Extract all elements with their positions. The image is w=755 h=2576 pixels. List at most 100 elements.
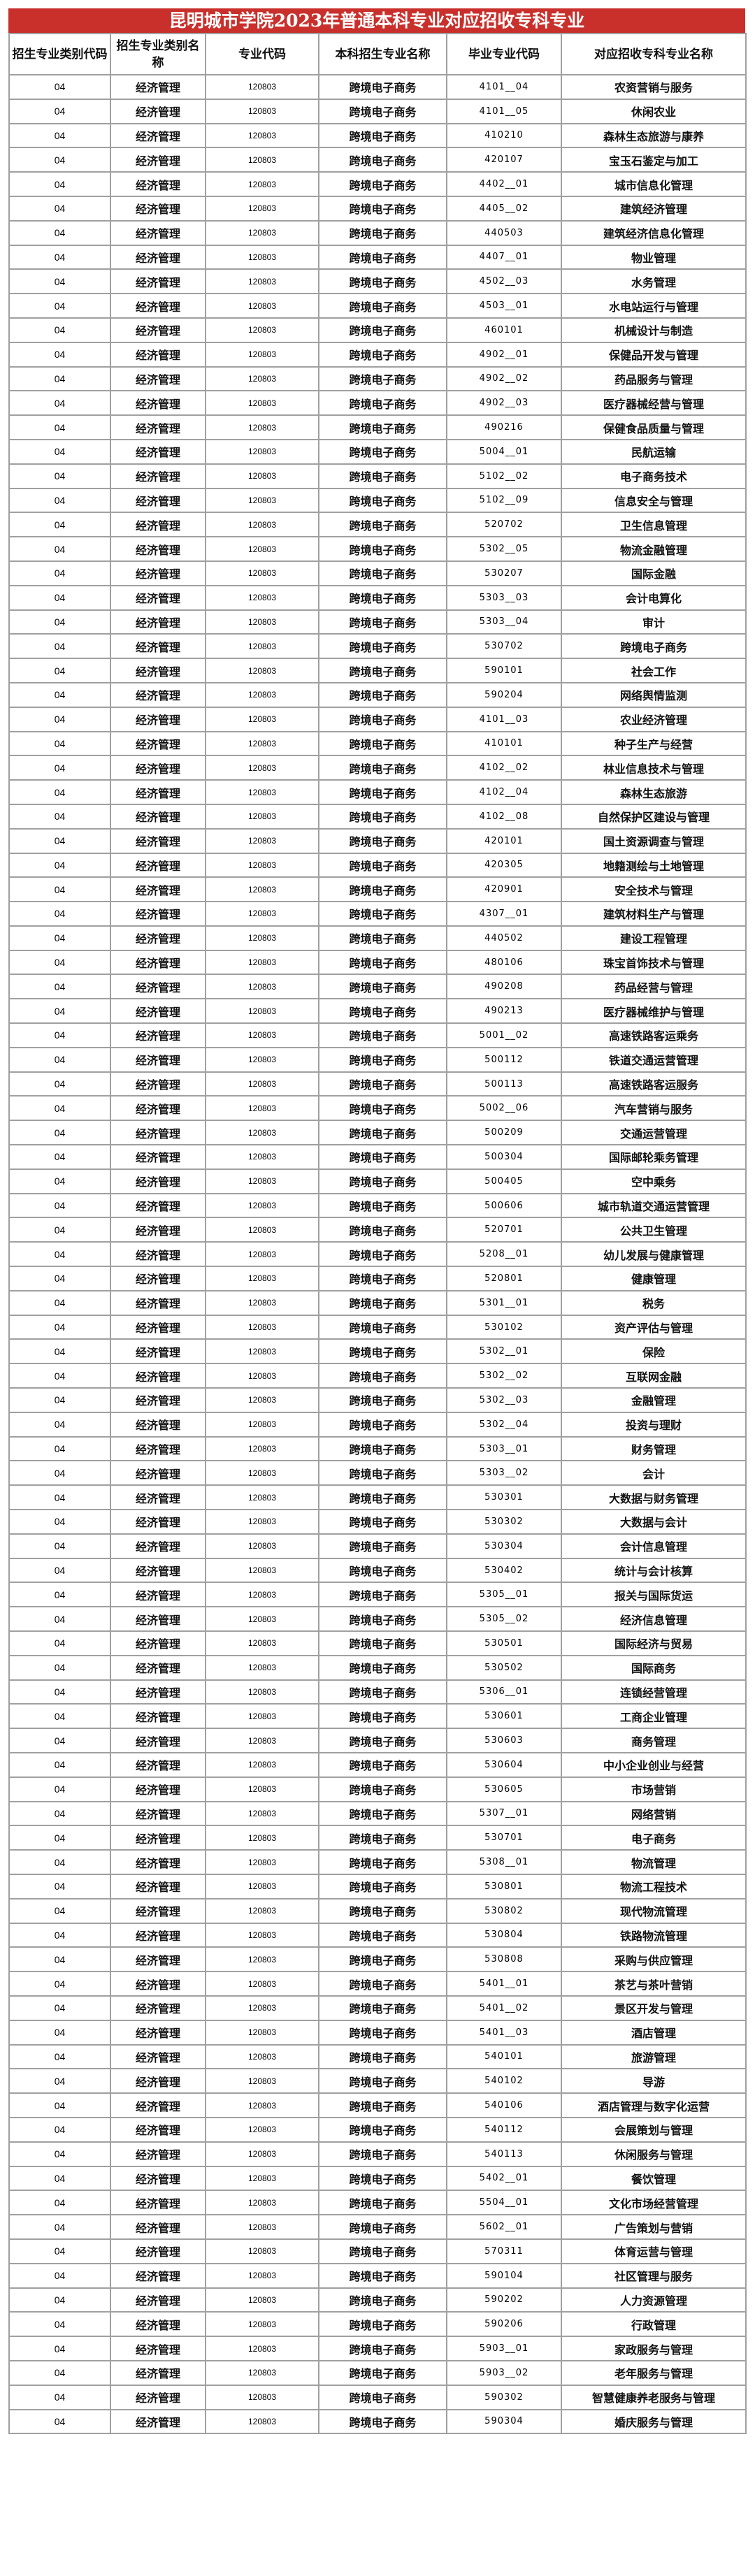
category-name-cell: 经济管理 [110, 1217, 206, 1243]
category-name-cell: 经济管理 [110, 1800, 206, 1827]
major-code-cell: 120803 [205, 463, 319, 489]
table-row: 04 经济管理 120803 跨境电子商务 540112 会展策划与管理 [8, 2116, 747, 2143]
graduate-code-cell: 5504__01 [446, 2190, 562, 2216]
category-name-cell: 经济管理 [110, 681, 206, 708]
junior-major-name-cell: 投资与理财 [561, 1411, 747, 1438]
major-name-cell: 跨境电子商务 [318, 244, 447, 270]
major-name-cell: 跨境电子商务 [318, 755, 447, 781]
table-row: 04 经济管理 120803 跨境电子商务 590302 智慧健康养老服务与管理 [8, 2384, 747, 2410]
major-code-cell: 120803 [205, 658, 319, 683]
junior-major-name-cell: 空中乘务 [561, 1168, 747, 1194]
major-code-cell: 120803 [205, 171, 319, 197]
category-code-cell: 04 [8, 2116, 111, 2143]
graduate-code-cell: 5102__02 [446, 463, 562, 489]
junior-major-name-cell: 建设工程管理 [561, 925, 747, 951]
junior-major-name-cell: 建筑经济管理 [561, 195, 747, 222]
category-code-cell: 04 [8, 2165, 111, 2192]
junior-major-name-cell: 体育运营与管理 [561, 2238, 747, 2264]
major-code-cell: 120803 [205, 1363, 319, 1389]
major-name-cell: 跨境电子商务 [318, 1557, 447, 1584]
category-code-cell: 04 [8, 1606, 111, 1632]
table-row: 04 经济管理 120803 跨境电子商务 590206 行政管理 [8, 2311, 747, 2338]
category-code-cell: 04 [8, 463, 111, 489]
table-row: 04 经济管理 120803 跨境电子商务 530207 国际金融 [8, 560, 747, 586]
major-code-cell: 120803 [205, 1095, 319, 1122]
major-name-cell: 跨境电子商务 [318, 1751, 447, 1778]
graduate-code-cell: 4101__03 [446, 706, 562, 732]
major-code-cell: 120803 [205, 852, 319, 878]
junior-major-name-cell: 旅游管理 [561, 2043, 747, 2070]
category-code-cell: 04 [8, 244, 111, 270]
graduate-code-cell: 4102__02 [446, 755, 562, 781]
category-code-cell: 04 [8, 974, 111, 1000]
table-row: 04 经济管理 120803 跨境电子商务 530808 采购与供应管理 [8, 1946, 747, 1973]
major-name-cell: 跨境电子商务 [318, 681, 447, 708]
graduate-code-cell: 5903__01 [446, 2336, 562, 2361]
graduate-code-cell: 540102 [446, 2068, 562, 2094]
graduate-code-cell: 5401__01 [446, 1971, 562, 1997]
major-code-cell: 120803 [205, 195, 319, 222]
table-row: 04 经济管理 120803 跨境电子商务 530102 资产评估与管理 [8, 1314, 747, 1340]
major-name-cell: 跨境电子商务 [318, 1825, 447, 1851]
major-name-cell: 跨境电子商务 [318, 1679, 447, 1705]
junior-major-name-cell: 物流金融管理 [561, 536, 747, 562]
major-code-cell: 120803 [205, 2336, 319, 2361]
major-code-cell: 120803 [205, 1654, 319, 1681]
category-name-cell: 经济管理 [110, 244, 206, 270]
junior-major-name-cell: 景区开发与管理 [561, 1995, 747, 2021]
major-name-cell: 跨境电子商务 [318, 98, 447, 124]
table-row: 04 经济管理 120803 跨境电子商务 530304 会计信息管理 [8, 1533, 747, 1559]
major-name-cell: 跨境电子商务 [318, 2238, 447, 2264]
major-code-cell: 120803 [205, 1606, 319, 1632]
major-name-cell: 跨境电子商务 [318, 536, 447, 562]
table-row: 04 经济管理 120803 跨境电子商务 500606 城市轨道交通运营管理 [8, 1192, 747, 1219]
category-name-cell: 经济管理 [110, 1849, 206, 1875]
category-name-cell: 经济管理 [110, 2408, 206, 2435]
table-row: 04 经济管理 120803 跨境电子商务 4102__04 森林生态旅游 [8, 779, 747, 805]
major-code-cell: 120803 [205, 1144, 319, 1170]
major-name-cell: 跨境电子商务 [318, 2068, 447, 2094]
table-row: 04 经济管理 120803 跨境电子商务 5302__05 物流金融管理 [8, 536, 747, 562]
major-code-cell: 120803 [205, 1338, 319, 1365]
table-row: 04 经济管理 120803 跨境电子商务 540101 旅游管理 [8, 2043, 747, 2070]
table-row: 04 经济管理 120803 跨境电子商务 5302__03 金融管理 [8, 1387, 747, 1413]
table-row: 04 经济管理 120803 跨境电子商务 5401__01 茶艺与茶叶营销 [8, 1971, 747, 1997]
major-name-cell: 跨境电子商务 [318, 1192, 447, 1219]
junior-major-name-cell: 金融管理 [561, 1387, 747, 1413]
major-name-cell: 跨境电子商务 [318, 219, 447, 246]
graduate-code-cell: 540101 [446, 2043, 562, 2070]
major-code-cell: 120803 [205, 925, 319, 951]
category-code-cell: 04 [8, 1509, 111, 1535]
category-code-cell: 04 [8, 949, 111, 976]
graduate-code-cell: 5102__09 [446, 487, 562, 514]
table-row: 04 经济管理 120803 跨境电子商务 530604 中小企业创业与经营 [8, 1751, 747, 1778]
graduate-code-cell: 420107 [446, 147, 562, 173]
junior-major-name-cell: 国际金融 [561, 560, 747, 586]
junior-major-name-cell: 会展策划与管理 [561, 2116, 747, 2143]
table-row: 04 经济管理 120803 跨境电子商务 420101 国土资源调查与管理 [8, 827, 747, 854]
graduate-code-cell: 5302__03 [446, 1387, 562, 1413]
major-name-cell: 跨境电子商务 [318, 438, 447, 465]
major-name-cell: 跨境电子商务 [318, 658, 447, 683]
category-code-cell: 04 [8, 2214, 111, 2240]
table-row: 04 经济管理 120803 跨境电子商务 5602__01 广告策划与营销 [8, 2214, 747, 2240]
category-name-cell: 经济管理 [110, 98, 206, 124]
major-name-cell: 跨境电子商务 [318, 317, 447, 343]
table-row: 04 经济管理 120803 跨境电子商务 4902__02 药品服务与管理 [8, 366, 747, 392]
major-name-cell: 跨境电子商务 [318, 1314, 447, 1340]
major-code-cell: 120803 [205, 1946, 319, 1973]
graduate-code-cell: 5308__01 [446, 1849, 562, 1875]
junior-major-name-cell: 报关与国际货运 [561, 1582, 747, 1608]
major-name-cell: 跨境电子商务 [318, 1435, 447, 1462]
graduate-code-cell: 590101 [446, 658, 562, 683]
graduate-code-cell: 410101 [446, 730, 562, 757]
major-name-cell: 跨境电子商务 [318, 2384, 447, 2410]
graduate-code-cell: 5302__02 [446, 1363, 562, 1389]
category-name-cell: 经济管理 [110, 584, 206, 611]
major-name-cell: 跨境电子商务 [318, 2141, 447, 2167]
major-name-cell: 跨境电子商务 [318, 876, 447, 903]
category-code-cell: 04 [8, 2408, 111, 2435]
junior-major-name-cell: 经济信息管理 [561, 1606, 747, 1632]
major-code-cell: 120803 [205, 1022, 319, 1048]
junior-major-name-cell: 农资营销与服务 [561, 74, 747, 100]
